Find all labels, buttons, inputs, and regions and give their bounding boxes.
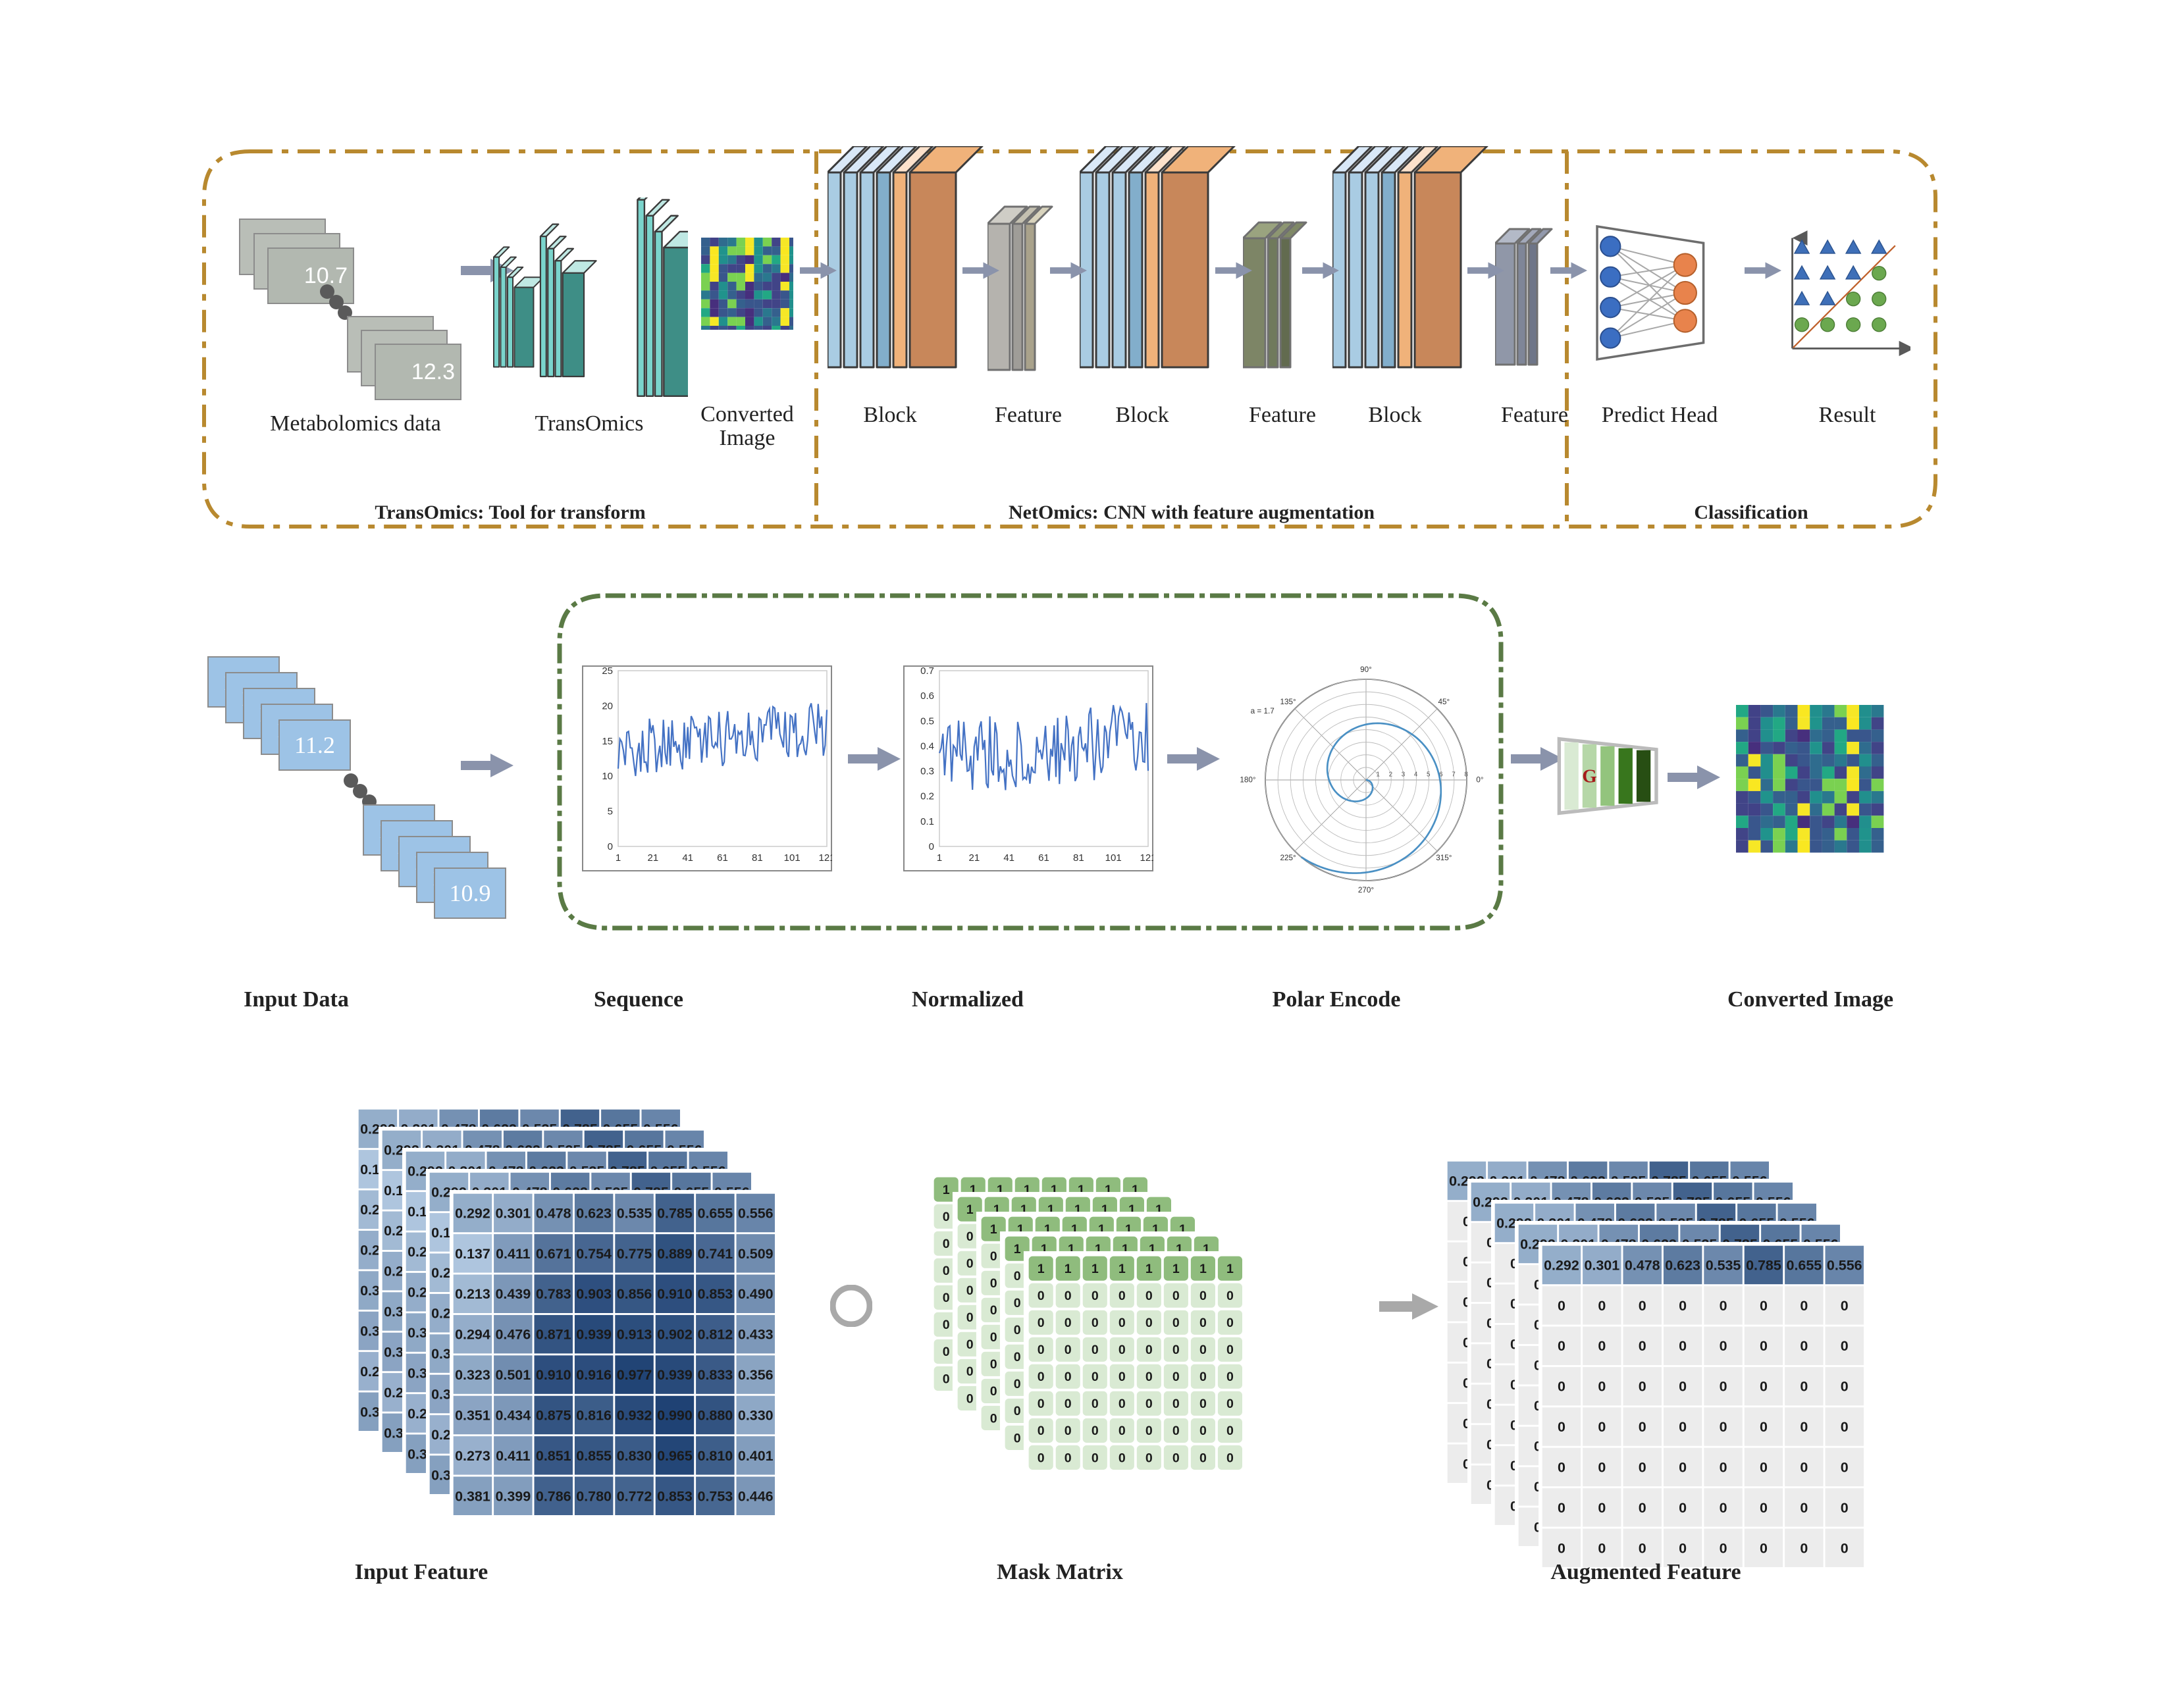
svg-text:21: 21 <box>968 852 980 864</box>
svg-text:61: 61 <box>717 852 728 864</box>
svg-text:0.5: 0.5 <box>920 715 934 727</box>
svg-text:0.7: 0.7 <box>920 665 934 677</box>
svg-text:a = 1.7: a = 1.7 <box>1251 707 1275 715</box>
svg-text:25: 25 <box>602 665 613 677</box>
svg-text:180°: 180° <box>1240 776 1255 785</box>
svg-text:61: 61 <box>1038 852 1049 864</box>
svg-text:0°: 0° <box>1476 776 1483 785</box>
svg-text:21: 21 <box>647 852 658 864</box>
svg-text:G: G <box>1582 766 1597 787</box>
svg-text:101: 101 <box>784 852 801 864</box>
svg-text:0.6: 0.6 <box>920 690 934 702</box>
svg-text:1: 1 <box>1377 771 1381 779</box>
svg-text:270°: 270° <box>1358 886 1374 894</box>
svg-text:121: 121 <box>818 852 832 864</box>
svg-text:7: 7 <box>1452 771 1456 779</box>
svg-text:8: 8 <box>1464 771 1468 779</box>
svg-text:3: 3 <box>1402 771 1406 779</box>
svg-text:81: 81 <box>1073 852 1084 864</box>
svg-text:0.4: 0.4 <box>920 740 934 752</box>
svg-text:0.3: 0.3 <box>920 766 934 777</box>
svg-text:135°: 135° <box>1280 698 1296 706</box>
svg-text:1: 1 <box>616 852 621 864</box>
svg-text:20: 20 <box>602 700 613 712</box>
svg-text:81: 81 <box>752 852 763 864</box>
svg-text:0: 0 <box>608 841 613 852</box>
svg-text:45°: 45° <box>1438 698 1450 706</box>
svg-text:315°: 315° <box>1436 854 1452 862</box>
svg-text:41: 41 <box>1003 852 1014 864</box>
svg-text:10: 10 <box>602 771 613 782</box>
svg-text:5: 5 <box>608 806 613 817</box>
svg-text:15: 15 <box>602 736 613 747</box>
svg-text:121: 121 <box>1140 852 1153 864</box>
svg-text:0.1: 0.1 <box>920 816 934 827</box>
svg-text:1: 1 <box>937 852 942 864</box>
svg-text:4: 4 <box>1414 771 1418 779</box>
svg-text:5: 5 <box>1427 771 1431 779</box>
svg-text:101: 101 <box>1105 852 1122 864</box>
svg-text:90°: 90° <box>1360 665 1372 674</box>
svg-text:2: 2 <box>1389 771 1393 779</box>
svg-text:225°: 225° <box>1280 854 1296 862</box>
svg-text:0: 0 <box>929 841 934 852</box>
svg-text:41: 41 <box>682 852 693 864</box>
svg-text:0.2: 0.2 <box>920 791 934 802</box>
